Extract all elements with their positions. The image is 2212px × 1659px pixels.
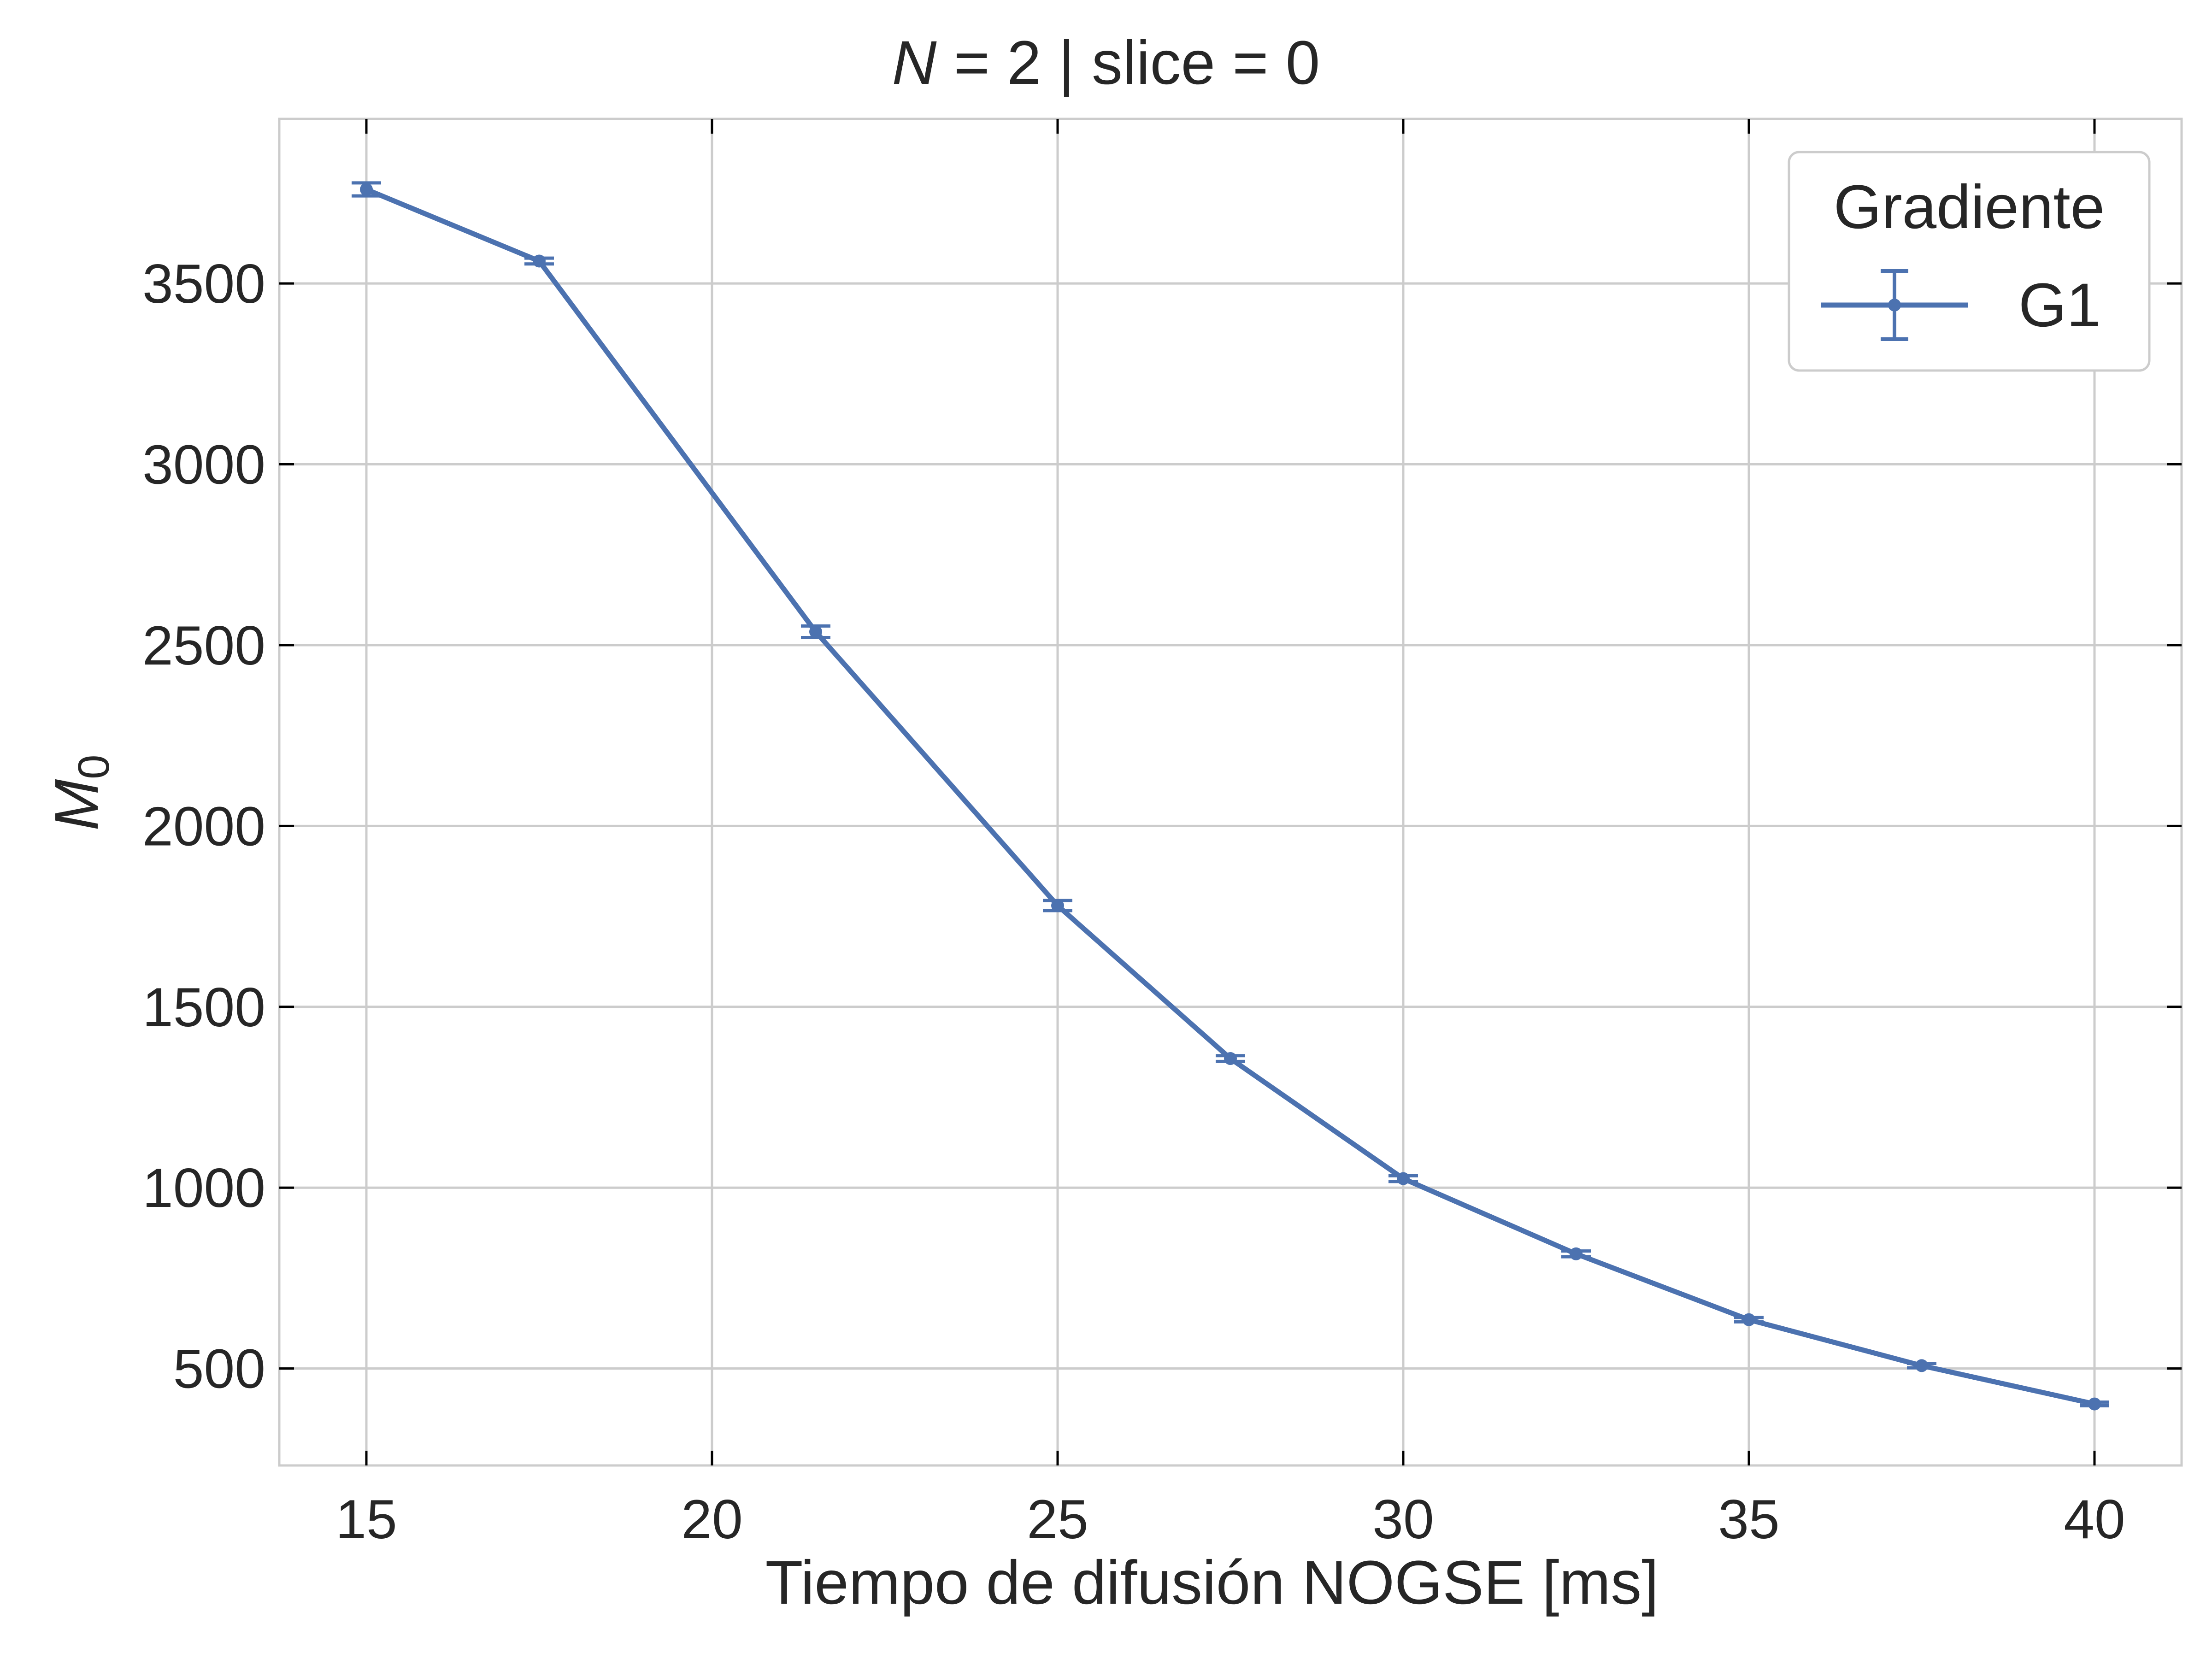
- chart-title-variable: N: [892, 29, 937, 97]
- x-tick-label: 25: [1027, 1488, 1088, 1550]
- data-point: [1742, 1313, 1755, 1326]
- x-tick-label: 30: [1372, 1488, 1434, 1550]
- chart-title-text: = 2 | slice = 0: [936, 29, 1320, 97]
- y-axis-label-main: M: [42, 779, 111, 831]
- data-point: [1570, 1247, 1583, 1260]
- y-tick-label: 500: [173, 1338, 265, 1400]
- legend: Gradiente G1: [1788, 151, 2151, 372]
- plot-frame: [278, 118, 2183, 1467]
- legend-label: G1: [2018, 271, 2101, 340]
- data-point: [809, 625, 822, 638]
- data-point: [1224, 1052, 1237, 1065]
- data-point: [1915, 1359, 1928, 1372]
- axis-ticks: 15 20 25 30 35 40 500 1000 1500 2000 2500 3000 3500: [142, 119, 2182, 1550]
- y-tick-label: 2500: [142, 615, 265, 677]
- y-axis-label: M0: [42, 754, 118, 830]
- y-tick-label: 1000: [142, 1157, 265, 1219]
- y-tick-label: 2000: [142, 795, 265, 857]
- data-point: [533, 254, 546, 268]
- y-tick-label: 3000: [142, 434, 265, 496]
- x-tick-label: 40: [2064, 1488, 2125, 1550]
- legend-box: [1788, 151, 2151, 372]
- x-axis-label: Tiempo de difusión NOGSE [ms]: [765, 1548, 1659, 1617]
- legend-title: Gradiente: [1834, 173, 2105, 241]
- x-tick-label: 15: [335, 1488, 397, 1550]
- data-point: [360, 183, 373, 196]
- series-layer: [352, 181, 2109, 1411]
- legend-item-g1: G1: [1821, 269, 2101, 341]
- legend-marker: [1888, 299, 1901, 312]
- y-axis-label-subscript: 0: [69, 754, 118, 779]
- data-point: [1397, 1172, 1410, 1185]
- chart-title: N = 2 | slice = 0: [892, 29, 1320, 97]
- data-point: [1051, 899, 1064, 912]
- series-line-g1: [364, 187, 2097, 1407]
- x-tick-label: 35: [1718, 1488, 1779, 1550]
- x-tick-label: 20: [681, 1488, 742, 1550]
- data-point: [2088, 1397, 2101, 1411]
- y-tick-label: 1500: [142, 977, 265, 1038]
- y-tick-label: 3500: [142, 253, 265, 315]
